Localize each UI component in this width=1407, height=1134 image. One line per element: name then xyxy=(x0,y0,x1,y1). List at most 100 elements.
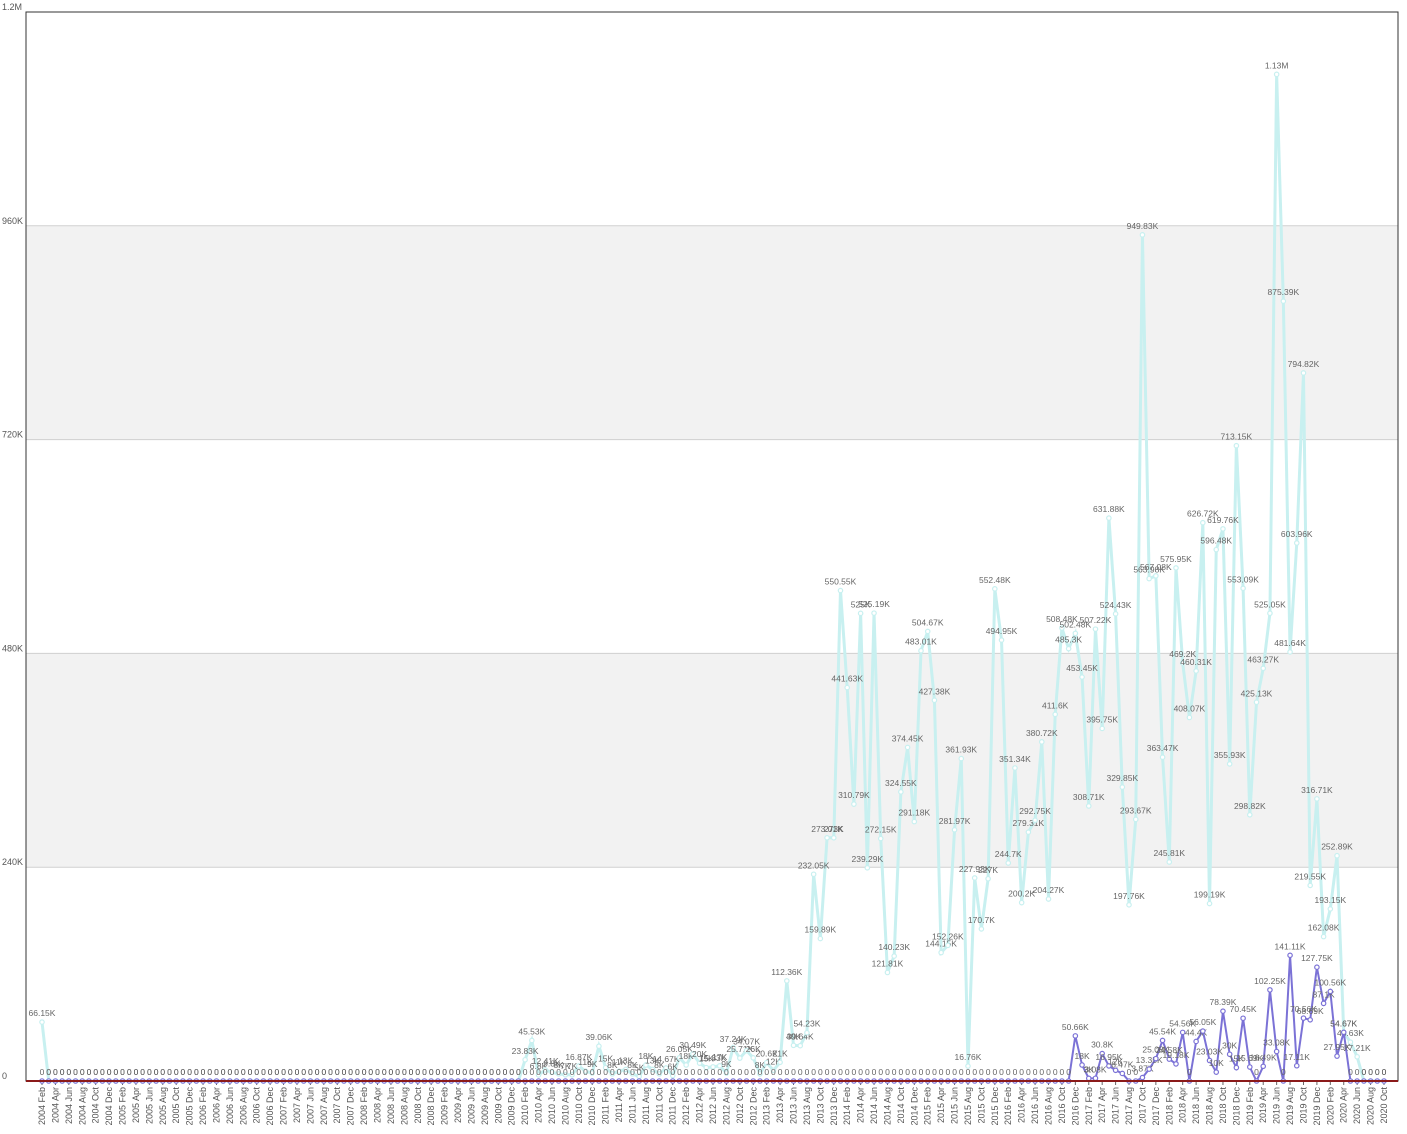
data-label: 66.15K xyxy=(29,1008,56,1018)
data-label: 524.43K xyxy=(1100,600,1132,610)
data-label: 0 xyxy=(758,1067,763,1077)
x-tick-label: 2018 Jun xyxy=(1191,1087,1201,1124)
data-point xyxy=(965,1063,971,1069)
data-label: 0 xyxy=(308,1067,313,1077)
data-point xyxy=(542,1067,549,1073)
data-label: 0 xyxy=(154,1067,159,1077)
x-tick-label: 2013 Oct xyxy=(815,1087,825,1124)
data-point xyxy=(958,755,965,762)
data-point xyxy=(1106,515,1112,521)
data-label: 563.98K xyxy=(1133,565,1165,575)
data-label: 485.3K xyxy=(1055,635,1082,645)
data-point xyxy=(1052,711,1059,718)
data-point xyxy=(777,1059,783,1066)
data-point xyxy=(1059,625,1065,631)
data-point xyxy=(1320,1000,1327,1007)
data-label: 0 xyxy=(415,1067,420,1077)
data-label: 0 xyxy=(1013,1067,1018,1077)
y-tick-label: 480K xyxy=(2,643,23,653)
data-label: 0 xyxy=(422,1067,427,1077)
data-label: 0 xyxy=(462,1067,467,1077)
data-label: 0 xyxy=(979,1067,984,1077)
data-point xyxy=(1045,896,1052,902)
data-label: 0 xyxy=(717,1067,722,1077)
data-label: 0 xyxy=(281,1067,286,1077)
data-label: 144.15K xyxy=(925,939,957,949)
data-label: 0 xyxy=(201,1067,206,1077)
data-point xyxy=(1012,765,1018,771)
x-tick-label: 2007 Apr xyxy=(292,1087,302,1123)
data-label: 54.67K xyxy=(1330,1018,1357,1028)
data-label: 0 xyxy=(268,1067,273,1077)
data-label: 0 xyxy=(281,1067,286,1077)
data-point xyxy=(649,1066,656,1073)
data-label: 0 xyxy=(932,1067,937,1077)
data-point xyxy=(1334,852,1340,859)
data-label: 11K xyxy=(578,1057,593,1067)
x-tick-label: 2008 Dec xyxy=(426,1087,436,1126)
data-label: 0 xyxy=(375,1067,380,1077)
data-label: 0 xyxy=(570,1067,575,1077)
data-label: 14.67K xyxy=(653,1054,680,1064)
data-label: 0 xyxy=(476,1067,481,1077)
data-label: 0 xyxy=(140,1067,145,1077)
data-label: 0 xyxy=(187,1067,192,1077)
data-label: 875.39K xyxy=(1268,287,1300,297)
data-point xyxy=(790,1042,797,1049)
data-point xyxy=(743,1047,750,1054)
data-label: 0 xyxy=(476,1067,481,1077)
data-label: 425.13K xyxy=(1241,688,1273,698)
data-label: 0 xyxy=(966,1067,971,1077)
data-label: 329.85K xyxy=(1106,773,1138,783)
data-label: 0 xyxy=(301,1067,306,1077)
data-label: 0 xyxy=(1375,1067,1380,1077)
data-label: 15K xyxy=(699,1054,714,1064)
data-label: 0 xyxy=(342,1067,347,1077)
data-label: 0 xyxy=(650,1067,655,1077)
data-label: 112.36K xyxy=(771,967,802,977)
data-point xyxy=(871,610,877,616)
data-label: 0 xyxy=(147,1067,152,1077)
x-tick-label: 2019 Dec xyxy=(1312,1087,1322,1126)
data-point xyxy=(1085,1075,1092,1082)
data-label: 469.2K xyxy=(1169,649,1196,659)
data-label: 0 xyxy=(603,1067,608,1077)
data-label: 15.83K xyxy=(700,1053,727,1063)
data-label: 0 xyxy=(496,1067,501,1077)
data-label: 0 xyxy=(899,1067,904,1077)
data-point xyxy=(609,1071,616,1077)
data-point xyxy=(690,1051,696,1057)
data-label: 273.01K xyxy=(811,824,843,834)
data-label: 21K xyxy=(773,1048,788,1058)
x-tick-label: 2016 Aug xyxy=(1044,1087,1054,1125)
x-tick-label: 2018 Aug xyxy=(1205,1087,1215,1125)
data-label: 0 xyxy=(496,1067,501,1077)
data-point xyxy=(1334,1053,1340,1059)
data-label: 460.31K xyxy=(1180,657,1212,667)
data-point xyxy=(669,1072,676,1079)
data-label: 25.08K xyxy=(1142,1045,1169,1055)
data-label: 0 xyxy=(972,1067,977,1077)
data-label: 141.11K xyxy=(1275,941,1306,951)
x-tick-label: 2007 Aug xyxy=(319,1087,329,1125)
data-label: 0 xyxy=(389,1067,394,1077)
data-point xyxy=(1200,1028,1206,1034)
x-tick-label: 2016 Apr xyxy=(1017,1087,1027,1123)
data-point xyxy=(562,1071,569,1078)
data-label: 0 xyxy=(945,1067,950,1077)
data-label: 18K xyxy=(1074,1051,1089,1061)
data-label: 0 xyxy=(80,1067,85,1077)
data-point xyxy=(1354,1053,1360,1060)
data-point xyxy=(750,1055,757,1061)
x-tick-label: 2007 Dec xyxy=(346,1087,356,1126)
data-label: 453.45K xyxy=(1066,663,1098,673)
x-tick-label: 2011 Aug xyxy=(641,1087,651,1124)
data-point xyxy=(824,834,830,841)
x-tick-label: 2017 Dec xyxy=(1151,1087,1161,1126)
data-point xyxy=(683,1062,689,1068)
data-label: 0 xyxy=(1019,1067,1024,1077)
data-label: 0 xyxy=(778,1067,783,1077)
data-label: 70.56K xyxy=(1290,1004,1317,1014)
data-label: 0 xyxy=(167,1067,172,1077)
data-label: 16.49K xyxy=(1250,1052,1277,1062)
